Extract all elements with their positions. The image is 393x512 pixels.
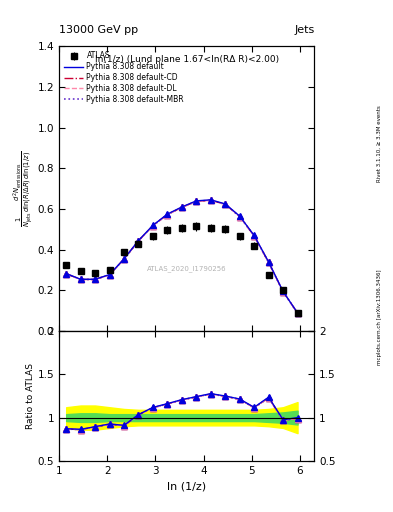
Pythia 8.308 default-MBR bbox=[180, 204, 184, 210]
Pythia 8.308 default-MBR bbox=[208, 197, 213, 203]
Pythia 8.308 default-MBR bbox=[136, 238, 141, 244]
Pythia 8.308 default-CD bbox=[281, 289, 285, 295]
Pythia 8.308 default-DL bbox=[208, 197, 213, 203]
Pythia 8.308 default-MBR bbox=[252, 233, 257, 239]
X-axis label: ln (1/z): ln (1/z) bbox=[167, 481, 206, 491]
Pythia 8.308 default bbox=[136, 238, 141, 244]
Pythia 8.308 default-DL bbox=[281, 289, 285, 295]
Pythia 8.308 default-DL bbox=[122, 256, 127, 262]
Pythia 8.308 default-MBR bbox=[266, 259, 271, 265]
Pythia 8.308 default bbox=[78, 276, 83, 282]
Pythia 8.308 default-DL bbox=[252, 233, 257, 239]
Pythia 8.308 default-DL bbox=[165, 211, 170, 218]
Pythia 8.308 default bbox=[237, 213, 242, 219]
Pythia 8.308 default-DL bbox=[223, 201, 228, 207]
Line: Pythia 8.308 default-DL: Pythia 8.308 default-DL bbox=[66, 200, 298, 313]
Pythia 8.308 default-MBR bbox=[64, 271, 68, 277]
Pythia 8.308 default-MBR bbox=[93, 276, 97, 283]
Pythia 8.308 default-MBR bbox=[194, 198, 199, 204]
Text: ATLAS_2020_I1790256: ATLAS_2020_I1790256 bbox=[147, 265, 226, 272]
Pythia 8.308 default-DL bbox=[194, 198, 199, 204]
Pythia 8.308 default-DL bbox=[266, 259, 271, 265]
Text: Rivet 3.1.10, ≥ 3.3M events: Rivet 3.1.10, ≥ 3.3M events bbox=[377, 105, 382, 182]
Pythia 8.308 default-CD bbox=[208, 197, 213, 203]
Pythia 8.308 default-CD bbox=[78, 276, 83, 283]
Pythia 8.308 default-CD bbox=[237, 214, 242, 220]
Pythia 8.308 default-DL bbox=[151, 223, 155, 229]
Pythia 8.308 default bbox=[223, 201, 228, 207]
Pythia 8.308 default bbox=[151, 222, 155, 228]
Line: Pythia 8.308 default-MBR: Pythia 8.308 default-MBR bbox=[66, 200, 298, 313]
Pythia 8.308 default-CD bbox=[136, 238, 141, 244]
Pythia 8.308 default-MBR bbox=[122, 256, 127, 262]
Pythia 8.308 default bbox=[194, 198, 199, 204]
Pythia 8.308 default bbox=[180, 204, 184, 210]
Pythia 8.308 default bbox=[295, 310, 300, 316]
Pythia 8.308 default bbox=[93, 276, 97, 282]
Pythia 8.308 default-CD bbox=[64, 271, 68, 277]
Y-axis label: Ratio to ATLAS: Ratio to ATLAS bbox=[26, 363, 35, 429]
Line: Pythia 8.308 default: Pythia 8.308 default bbox=[66, 200, 298, 313]
Pythia 8.308 default-CD bbox=[295, 310, 300, 316]
Pythia 8.308 default-MBR bbox=[295, 310, 300, 316]
Pythia 8.308 default bbox=[122, 256, 127, 262]
Pythia 8.308 default bbox=[281, 288, 285, 294]
Pythia 8.308 default-CD bbox=[194, 198, 199, 204]
Pythia 8.308 default-DL bbox=[180, 204, 184, 210]
Pythia 8.308 default-DL bbox=[237, 214, 242, 220]
Pythia 8.308 default bbox=[208, 197, 213, 203]
Line: Pythia 8.308 default-CD: Pythia 8.308 default-CD bbox=[66, 200, 298, 313]
Text: ln(1/z) (Lund plane 1.67<ln(RΔ R)<2.00): ln(1/z) (Lund plane 1.67<ln(RΔ R)<2.00) bbox=[95, 55, 279, 63]
Pythia 8.308 default-CD bbox=[180, 204, 184, 210]
Pythia 8.308 default bbox=[252, 232, 257, 239]
Pythia 8.308 default-MBR bbox=[107, 272, 112, 278]
Pythia 8.308 default-CD bbox=[107, 272, 112, 278]
Pythia 8.308 default-MBR bbox=[151, 223, 155, 229]
Pythia 8.308 default-CD bbox=[93, 276, 97, 283]
Pythia 8.308 default-CD bbox=[223, 201, 228, 207]
Pythia 8.308 default-MBR bbox=[78, 276, 83, 283]
Pythia 8.308 default-MBR bbox=[281, 289, 285, 295]
Pythia 8.308 default-DL bbox=[64, 271, 68, 277]
Pythia 8.308 default bbox=[266, 259, 271, 265]
Pythia 8.308 default bbox=[64, 270, 68, 276]
Pythia 8.308 default bbox=[107, 271, 112, 278]
Pythia 8.308 default-CD bbox=[252, 233, 257, 239]
Pythia 8.308 default bbox=[165, 211, 170, 217]
Pythia 8.308 default-MBR bbox=[237, 214, 242, 220]
Pythia 8.308 default-MBR bbox=[165, 211, 170, 218]
Pythia 8.308 default-DL bbox=[295, 310, 300, 316]
Legend: ATLAS, Pythia 8.308 default, Pythia 8.308 default-CD, Pythia 8.308 default-DL, P: ATLAS, Pythia 8.308 default, Pythia 8.30… bbox=[63, 50, 185, 105]
Pythia 8.308 default-CD bbox=[165, 211, 170, 218]
Pythia 8.308 default-CD bbox=[266, 259, 271, 265]
Y-axis label: $\frac{1}{N_\mathrm{jets}}\frac{d^2 N_\mathrm{emissions}}{d\ln(R/\Delta R)\,d\ln: $\frac{1}{N_\mathrm{jets}}\frac{d^2 N_\m… bbox=[11, 151, 35, 227]
Pythia 8.308 default-MBR bbox=[223, 201, 228, 207]
Pythia 8.308 default-CD bbox=[122, 256, 127, 262]
Text: 13000 GeV pp: 13000 GeV pp bbox=[59, 25, 138, 35]
Pythia 8.308 default-DL bbox=[93, 276, 97, 283]
Pythia 8.308 default-DL bbox=[107, 272, 112, 278]
Pythia 8.308 default-DL bbox=[78, 276, 83, 283]
Pythia 8.308 default-CD bbox=[151, 223, 155, 229]
Pythia 8.308 default-DL bbox=[136, 238, 141, 244]
Text: mcplots.cern.ch [arXiv:1306.3436]: mcplots.cern.ch [arXiv:1306.3436] bbox=[377, 270, 382, 365]
Text: Jets: Jets bbox=[294, 25, 314, 35]
